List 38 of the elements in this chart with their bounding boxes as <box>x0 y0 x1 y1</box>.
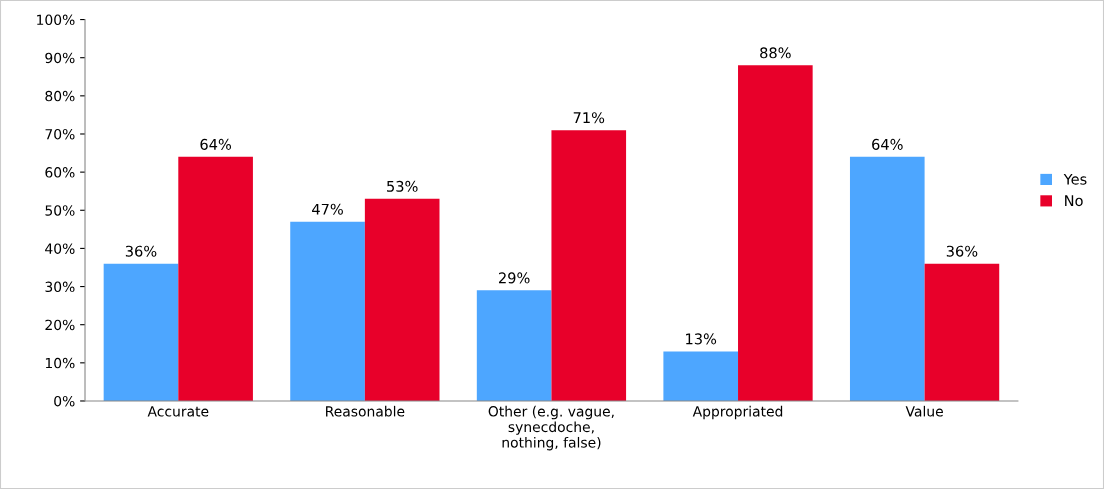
data-label: 53% <box>387 180 418 192</box>
x-tick-label: Value <box>905 405 943 417</box>
y-tick-label: 100% <box>37 14 75 26</box>
bar <box>364 198 440 401</box>
bar <box>551 130 627 401</box>
y-tick-label: 80% <box>45 90 75 102</box>
y-tick-label: 50% <box>45 205 75 216</box>
y-tick-label: 20% <box>45 319 75 331</box>
data-label: 64% <box>200 138 232 150</box>
data-label: 29% <box>498 272 530 284</box>
y-tick-label: 30% <box>45 281 75 293</box>
data-label: 13% <box>686 333 717 345</box>
data-label: 36% <box>125 245 157 257</box>
y-tick-label: 60% <box>45 167 75 178</box>
bar <box>738 65 813 401</box>
x-tick-label: Other (e.g. vague, synecdoche, nothing, false) <box>488 405 614 451</box>
legend-label: Yes <box>1063 173 1087 185</box>
data-label: 88% <box>760 47 791 59</box>
y-tick-label: 0% <box>54 395 75 407</box>
bar <box>476 290 552 401</box>
y-tick-label: 40% <box>45 243 75 254</box>
data-label: 47% <box>312 203 343 215</box>
bar <box>924 263 1000 401</box>
bar <box>178 156 253 401</box>
data-label: 36% <box>946 245 978 257</box>
x-tick-label: Accurate <box>147 406 209 417</box>
x-tick-label: Appropriated <box>692 405 783 420</box>
y-tick-label: 10% <box>45 357 75 369</box>
legend-label: No <box>1065 195 1083 207</box>
bar <box>663 351 739 401</box>
y-tick-label: 70% <box>45 128 75 140</box>
x-tick-label: Reasonable <box>326 405 405 417</box>
y-tick-label: 90% <box>45 52 75 64</box>
bar <box>290 221 365 401</box>
bar <box>103 263 179 401</box>
bar <box>849 156 925 401</box>
data-label: 71% <box>573 112 605 124</box>
data-label: 64% <box>872 138 903 150</box>
